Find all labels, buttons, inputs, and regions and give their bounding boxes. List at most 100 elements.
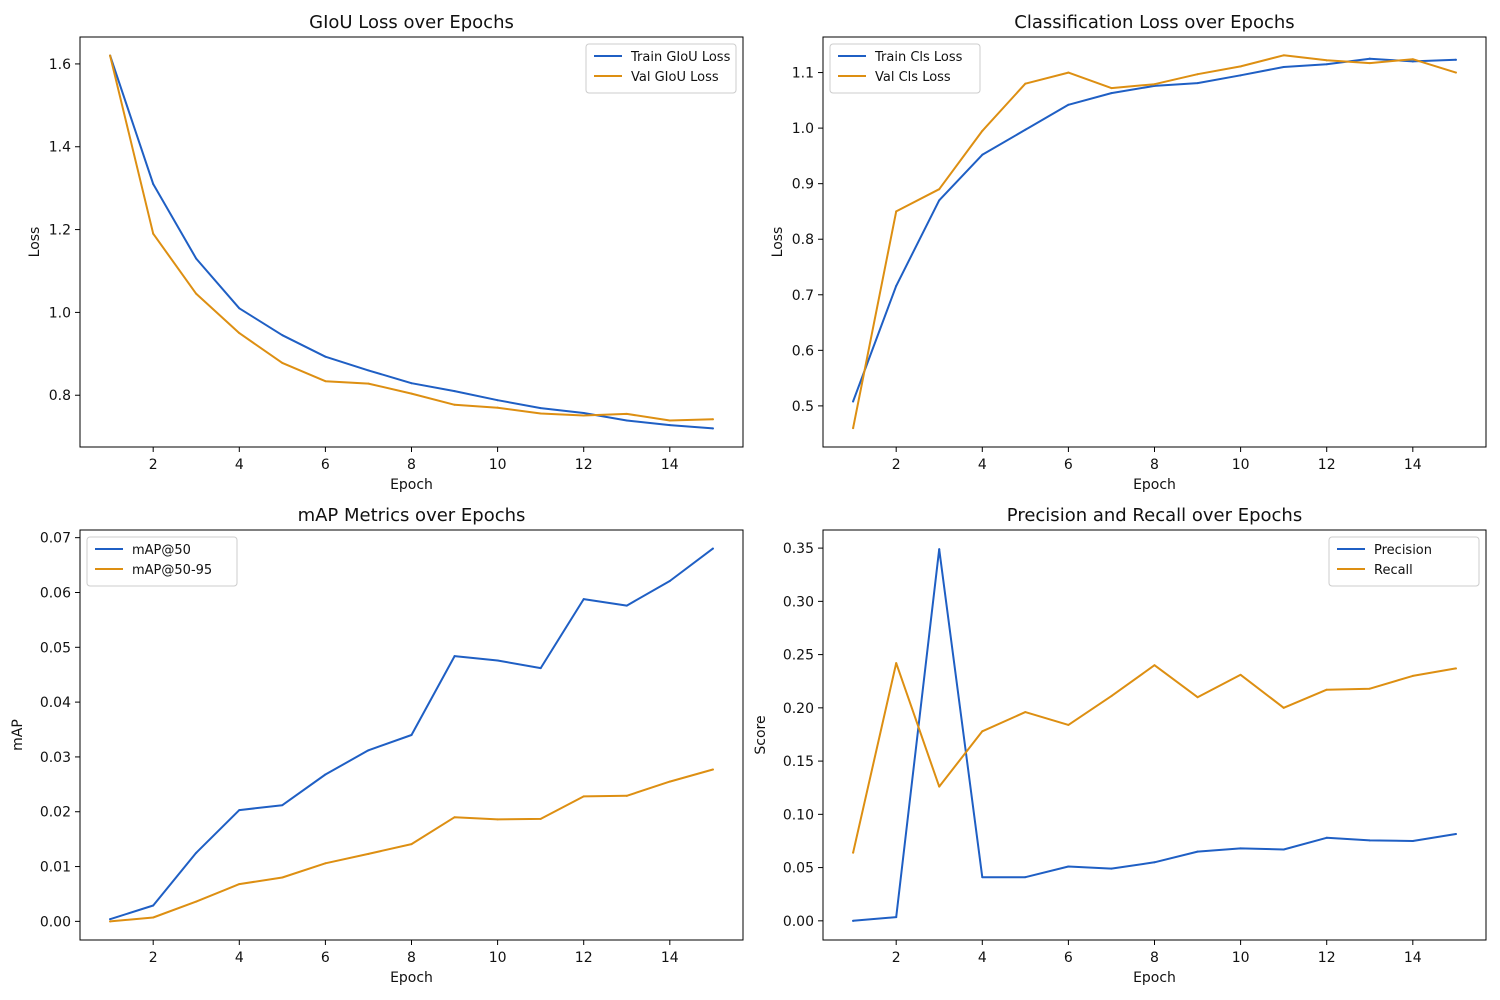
y-tick-label: 0.00 [40, 914, 71, 930]
chart-title: GIoU Loss over Epochs [309, 12, 514, 33]
data-point [367, 382, 370, 385]
x-tick-label: 8 [407, 457, 416, 473]
x-tick-label: 8 [1150, 457, 1159, 473]
y-tick-label: 0.9 [792, 177, 814, 193]
data-point [281, 876, 284, 879]
data-point [1196, 82, 1199, 85]
data-point [852, 427, 855, 430]
data-point [895, 210, 898, 213]
data-point [281, 334, 284, 337]
y-tick-label: 0.01 [40, 860, 71, 876]
data-point [367, 369, 370, 372]
y-tick-label: 1.6 [49, 57, 71, 73]
data-point [625, 412, 628, 415]
y-tick-label: 1.4 [49, 140, 71, 156]
x-tick-label: 6 [1064, 950, 1073, 966]
legend-label: Precision [1374, 543, 1432, 558]
y-tick-label: 1.2 [49, 223, 71, 239]
y-tick-label: 0.10 [783, 807, 814, 823]
data-point [238, 809, 241, 812]
y-tick-label: 0.25 [783, 648, 814, 664]
data-point [496, 659, 499, 662]
legend-box [585, 43, 737, 94]
x-tick-label: 4 [978, 457, 987, 473]
series-line-1 [852, 548, 1457, 922]
x-tick-label: 12 [1318, 950, 1336, 966]
data-point [1110, 92, 1113, 95]
data-point [1454, 58, 1457, 61]
data-point [281, 361, 284, 364]
data-point [1196, 73, 1199, 76]
y-tick-label: 1.0 [49, 305, 71, 321]
x-tick-label: 2 [149, 457, 158, 473]
legend: mAP@50 mAP@50-95 [86, 536, 238, 587]
data-point [1454, 71, 1457, 74]
data-point [668, 780, 671, 783]
data-point [410, 392, 413, 395]
x-tick-label: 4 [978, 950, 987, 966]
x-tick-label: 8 [1150, 950, 1159, 966]
data-point [496, 399, 499, 402]
legend-label: Val GIoU Loss [631, 70, 719, 85]
data-point [324, 773, 327, 776]
data-point [668, 579, 671, 582]
data-point [1411, 58, 1414, 61]
y-tick-label: 0.02 [40, 805, 71, 821]
data-point [1153, 861, 1156, 864]
series-line-2 [109, 768, 714, 923]
data-point [895, 284, 898, 287]
data-point [453, 655, 456, 658]
data-point [1067, 865, 1070, 868]
axes-frame [822, 36, 1487, 448]
data-point [410, 843, 413, 846]
y-tick-label: 0.8 [49, 388, 71, 404]
data-point [453, 816, 456, 819]
data-point [453, 403, 456, 406]
data-point [539, 817, 542, 820]
data-point [195, 292, 198, 295]
chart-panel-4: Precision and Recall over Epochs Epoch Sco… [753, 505, 1487, 986]
y-tick-label: 0.30 [783, 594, 814, 610]
data-point [668, 419, 671, 422]
y-tick-label: 0.07 [40, 531, 71, 547]
data-point [981, 876, 984, 879]
data-point [711, 427, 714, 430]
data-point [1196, 850, 1199, 853]
x-tick-label: 10 [1232, 950, 1250, 966]
legend-box [86, 536, 238, 587]
x-tick-label: 10 [1232, 457, 1250, 473]
chart-panel-2: Classification Loss over Epochs Epoch Loss… [770, 12, 1487, 493]
x-axis-label: Epoch [390, 477, 433, 493]
data-point [938, 785, 941, 788]
data-point [1368, 62, 1371, 65]
y-tick-label: 0.05 [783, 861, 814, 877]
legend-label: Train GIoU Loss [630, 50, 731, 65]
chart-title: Precision and Recall over Epochs [1007, 505, 1302, 526]
data-point [324, 355, 327, 358]
axes-frame [822, 529, 1487, 941]
series-line-1 [109, 547, 714, 921]
x-tick-label: 6 [321, 457, 330, 473]
data-point [1282, 706, 1285, 709]
data-point [625, 419, 628, 422]
data-point [1411, 60, 1414, 63]
x-tick-label: 6 [1064, 457, 1073, 473]
data-point [582, 412, 585, 415]
data-point [852, 851, 855, 854]
data-point [1325, 63, 1328, 66]
data-point [981, 730, 984, 733]
legend-label: Recall [1374, 563, 1413, 578]
data-point [1368, 687, 1371, 690]
data-point [582, 414, 585, 417]
data-point [938, 199, 941, 202]
legend-box [1328, 536, 1480, 587]
y-axis-label: Score [753, 715, 769, 754]
x-axis-label: Epoch [1133, 970, 1176, 986]
data-point [1282, 848, 1285, 851]
x-tick-label: 14 [1404, 950, 1422, 966]
x-axis-label: Epoch [390, 970, 433, 986]
y-tick-label: 0.03 [40, 750, 71, 766]
chart-panel-1: GIoU Loss over Epochs Epoch Loss 2 4 6 8 10 12 14… [27, 12, 744, 493]
data-point [852, 400, 855, 403]
